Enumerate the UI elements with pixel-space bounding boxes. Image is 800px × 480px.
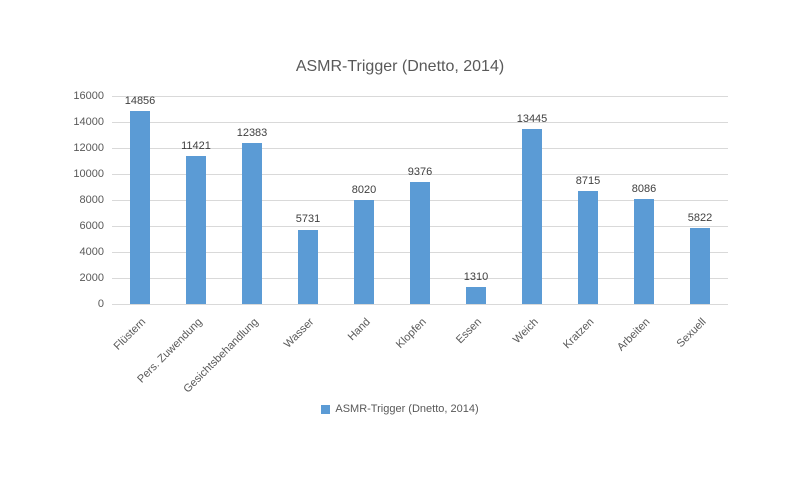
x-axis-label: Essen [454,316,485,347]
gridline [112,174,728,175]
bar-value-label: 8715 [575,174,601,187]
bar-value-label: 12383 [236,127,268,140]
bar [466,286,486,304]
legend-swatch-icon [321,404,331,414]
bar [298,229,318,304]
y-axis-tick-label: 10000 [73,168,104,180]
y-axis-tick-label: 6000 [79,220,104,232]
bar [410,182,430,304]
bar-value-label: 11421 [181,139,211,152]
y-axis-tick-label: 16000 [73,90,104,102]
bar [578,190,598,304]
bar-value-label: 5731 [295,213,321,226]
bar [522,129,542,304]
gridline [112,96,728,97]
y-axis-tick-label: 8000 [79,194,104,206]
bar-value-label: 9376 [407,166,433,179]
chart-title: ASMR-Trigger (Dnetto, 2014) [295,58,505,75]
y-axis-tick-label: 4000 [79,246,104,258]
y-axis-tick-label: 14000 [73,116,104,128]
bar-value-label: 13445 [516,113,548,126]
legend: ASMR-Trigger (Dnetto, 2014) [0,403,800,415]
y-axis-tick-label: 0 [97,298,104,310]
bar-value-label: 5822 [687,212,713,225]
bar [634,198,654,304]
x-axis-label: Weich [510,316,541,346]
legend-label: ASMR-Trigger (Dnetto, 2014) [335,403,479,415]
y-axis-tick-label: 2000 [79,272,104,284]
bar [354,199,374,304]
plot-area: 0 2000 4000 6000 8000 10000 12000 14000 16000 148… [73,90,728,395]
x-axis-label: Hand [345,316,373,344]
bar-value-label: 14856 [124,94,156,107]
y-axis-tick-label: 12000 [73,142,104,154]
bar [186,155,206,304]
bar-value-label: 1310 [463,270,489,283]
x-axis-label: Sexuell [674,316,709,350]
gridline [112,304,728,305]
x-axis-label: Wasser [281,316,317,351]
gridline [112,122,728,123]
bar [130,110,150,304]
bar [690,228,710,304]
bar-value-label: 8086 [631,182,657,195]
bar-value-label: 8020 [351,183,377,196]
x-axis-label: Flüstern [111,316,149,353]
x-axis-label: Klopfen [393,316,429,351]
x-axis-label: Arbeiten [615,316,653,354]
gridline [112,148,728,149]
x-axis-label: Kratzen [561,316,597,352]
bar [242,143,262,304]
